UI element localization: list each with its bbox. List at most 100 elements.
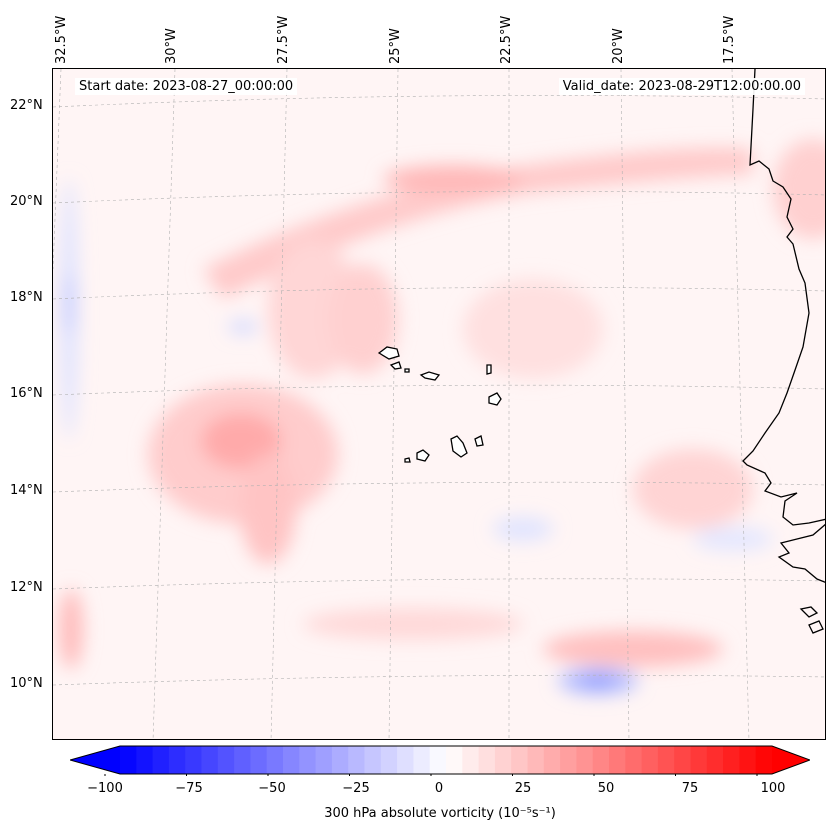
map-panel[interactable]: Start date: 2023-08-27_00:00:00 Valid_da… — [52, 68, 826, 740]
grid-lat-20n — [53, 191, 825, 204]
patch-blue-south-core — [580, 675, 616, 687]
patch-blue-right — [693, 527, 773, 551]
lon-label-30w: 30°W — [164, 28, 179, 64]
patch-west-edge — [59, 589, 83, 669]
cape-verde-islands — [377, 346, 502, 463]
cb-tick-neg50: −50 — [258, 781, 286, 796]
colorbar-label: 300 hPa absolute vorticity (10⁻⁵s⁻¹) — [324, 806, 556, 821]
grid-lat-18n — [53, 287, 825, 300]
island-santo-antao — [377, 346, 400, 360]
colorbar-cell — [543, 746, 561, 774]
lat-label-12n: 12°N — [10, 580, 43, 595]
patch-blue-mid — [493, 517, 553, 541]
colorbar-cell — [201, 746, 219, 774]
colorbar-cell — [494, 746, 512, 774]
colorbar-cell — [234, 746, 251, 774]
grid-lon-17-5w — [731, 69, 750, 739]
island-sao-nicolau — [419, 371, 441, 381]
cb-tick-0: 0 — [434, 781, 444, 796]
colorbar-cell — [511, 746, 528, 774]
island-boa-vista — [488, 392, 502, 406]
coast-guinea-bissau — [777, 523, 825, 583]
colorbar-cell — [674, 746, 691, 774]
grid-lon-27-5w — [270, 69, 288, 739]
graticule — [53, 69, 825, 739]
grid-lat-10n — [53, 674, 825, 686]
patch-blue-small — [228, 320, 258, 334]
colorbar-cell — [120, 746, 137, 774]
colorbar-cell — [136, 746, 154, 774]
cb-tick-neg25: −25 — [342, 781, 370, 796]
island-brava — [404, 457, 411, 463]
island-maio — [474, 435, 484, 447]
colorbar-cell — [331, 746, 349, 774]
patch-north-core — [383, 165, 523, 193]
vorticity-shading — [59, 139, 825, 695]
patch-east — [633, 449, 753, 529]
colorbar-cell — [706, 746, 724, 774]
colorbar-cell — [152, 746, 170, 774]
colorbar-cell — [348, 746, 365, 774]
colorbar-min-extend — [70, 746, 120, 774]
colorbar-cell — [397, 746, 414, 774]
colorbar-cell — [478, 746, 496, 774]
colorbar-cell — [739, 746, 757, 774]
colorbar-cell — [723, 746, 740, 774]
colorbar-cell — [380, 746, 398, 774]
patch-vortex-tail — [240, 454, 296, 564]
colorbar-cell — [625, 746, 643, 774]
colorbar — [70, 745, 810, 776]
colorbar-cell — [657, 746, 675, 774]
patch-south-left — [303, 608, 523, 640]
island-santa-luzia — [404, 368, 410, 373]
lat-label-14n: 14°N — [10, 483, 43, 498]
colorbar-cell — [690, 746, 708, 774]
cb-tick-50: 50 — [597, 781, 615, 796]
colorbar-cell — [364, 746, 382, 774]
valid-date-label: Valid_date: 2023-08-29T12:00:00.00 — [558, 78, 805, 95]
grid-lat-16n — [53, 384, 825, 396]
colorbar-cell — [592, 746, 610, 774]
colorbar-cell — [462, 746, 480, 774]
colorbar-cell — [755, 746, 773, 774]
grid-lat-12n — [53, 578, 825, 590]
grid-lat-14n — [53, 481, 825, 493]
colorbar-cell — [315, 746, 333, 774]
patch-blue-west-core — [63, 274, 75, 334]
cb-tick-75: 75 — [681, 781, 699, 796]
colorbar-cell — [217, 746, 235, 774]
patch-vortex-core — [201, 413, 281, 469]
grid-lat-22n — [53, 95, 825, 108]
colorbar-cell — [250, 746, 268, 774]
island-sao-vicente — [389, 361, 402, 370]
island-sal — [486, 364, 492, 375]
colorbar-cell — [641, 746, 659, 774]
colorbar-cell — [413, 746, 431, 774]
coast-islands-bissagos — [799, 606, 824, 634]
colorbar-cell — [266, 746, 284, 774]
colorbar-cell — [283, 746, 300, 774]
lat-label-22n: 22°N — [10, 98, 43, 113]
colorbar-outline — [70, 745, 810, 775]
colorbar-cell — [527, 746, 545, 774]
cb-tick-neg100: −100 — [87, 781, 123, 796]
grid-lon-30w — [152, 69, 176, 739]
lon-label-20w: 20°W — [611, 28, 626, 64]
patch-ne-corner — [773, 139, 825, 239]
lon-label-32-5w: 32.5°W — [54, 15, 69, 64]
colorbar-cell — [299, 746, 317, 774]
grid-lon-20w — [620, 69, 630, 739]
lat-label-16n: 16°N — [10, 386, 43, 401]
colorbar-cell — [576, 746, 594, 774]
vorticity-map — [53, 69, 825, 739]
island-santiago — [450, 435, 468, 458]
colorbar-cell — [429, 746, 447, 774]
cb-tick-25: 25 — [514, 781, 532, 796]
colorbar-cell — [446, 746, 463, 774]
start-date-label: Start date: 2023-08-27_00:00:00 — [75, 78, 298, 95]
coast-mauritania-senegal — [742, 69, 825, 526]
island-fogo — [416, 449, 430, 462]
lat-label-10n: 10°N — [10, 676, 43, 691]
colorbar-cell — [168, 746, 186, 774]
coastline — [742, 69, 825, 634]
